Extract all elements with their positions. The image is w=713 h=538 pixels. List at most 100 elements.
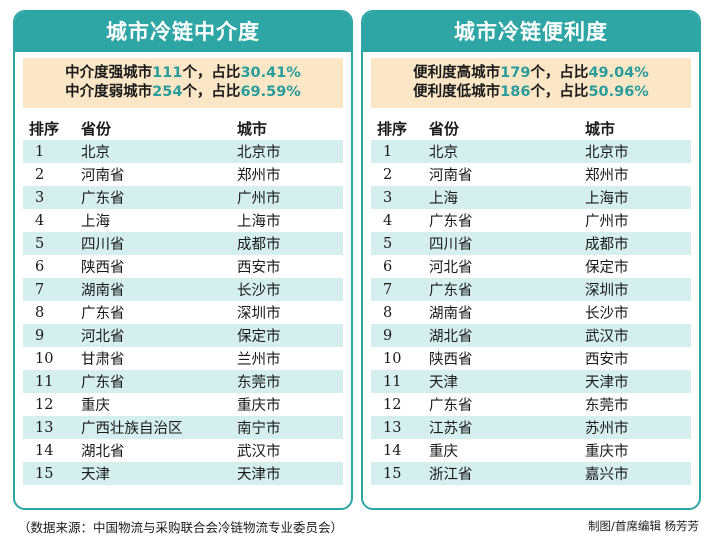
- city-cell: 广州市: [585, 214, 629, 230]
- province-cell: 广东省: [81, 306, 125, 322]
- province-cell: 湖南省: [429, 306, 473, 322]
- city-cell: 广州市: [237, 191, 281, 207]
- rank-cell: 8: [383, 304, 393, 321]
- city-cell: 上海市: [585, 191, 629, 207]
- table-row: 11 广东省 东莞市: [23, 370, 343, 393]
- rank-cell: 5: [383, 235, 393, 252]
- province-cell: 广东省: [81, 191, 125, 207]
- rank-cell: 15: [35, 465, 54, 482]
- header-city: 城市: [237, 119, 268, 138]
- city-cell: 天津市: [237, 467, 281, 483]
- table-row: 15 浙江省 嘉兴市: [371, 462, 691, 485]
- rank-cell: 6: [35, 258, 45, 275]
- rank-cell: 3: [35, 189, 45, 206]
- credit-line: 制图/首席编辑 杨芳芳: [587, 519, 699, 533]
- ranking-table: 排序 省份 城市 1 北京 北京市 2 河南省 郑州市 3 上海 上海市 4 广东省 广州市 5 四川省 成…: [371, 116, 691, 485]
- table-row: 1 北京 北京市: [23, 140, 343, 163]
- table-row: 6 陕西省 西安市: [23, 255, 343, 278]
- rank-cell: 2: [35, 166, 45, 183]
- ranking-table: 排序 省份 城市 1 北京 北京市 2 河南省 郑州市 3 广东省 广州市 4 上海 上海市 5 四川省 成…: [23, 116, 343, 485]
- province-cell: 河南省: [81, 168, 125, 184]
- summary-label: 中介度强城市: [65, 65, 153, 81]
- panel-title: 城市冷链中介度: [15, 12, 351, 52]
- city-cell: 苏州市: [585, 421, 629, 437]
- province-cell: 湖北省: [429, 329, 473, 345]
- rank-cell: 5: [35, 235, 45, 252]
- table-row: 8 湖南省 长沙市: [371, 301, 691, 324]
- city-cell: 武汉市: [237, 444, 281, 460]
- province-cell: 广东省: [429, 214, 473, 230]
- table-row: 9 湖北省 武汉市: [371, 324, 691, 347]
- rank-cell: 2: [383, 166, 393, 183]
- summary-connector: 个，占比: [182, 84, 241, 100]
- rank-cell: 15: [383, 465, 402, 482]
- rank-cell: 9: [35, 327, 45, 344]
- province-cell: 甘肃省: [81, 352, 125, 368]
- province-cell: 陕西省: [429, 352, 473, 368]
- city-cell: 郑州市: [237, 168, 281, 184]
- province-cell: 河南省: [429, 168, 473, 184]
- summary-connector: 个，占比: [530, 65, 589, 81]
- province-cell: 湖南省: [81, 283, 125, 299]
- city-cell: 嘉兴市: [585, 467, 629, 483]
- summary-line: 中介度弱城市254个，占比69.59%: [23, 83, 343, 102]
- rank-cell: 1: [383, 143, 393, 160]
- table-row: 6 河北省 保定市: [371, 255, 691, 278]
- table-header: 排序 省份 城市: [371, 116, 691, 140]
- province-cell: 广西壮族自治区: [81, 421, 183, 437]
- city-cell: 保定市: [585, 260, 629, 276]
- province-cell: 河北省: [81, 329, 125, 345]
- city-cell: 北京市: [237, 145, 281, 161]
- table-row: 12 广东省 东莞市: [371, 393, 691, 416]
- rank-cell: 12: [383, 396, 402, 413]
- intermediary-panel: 城市冷链中介度 中介度强城市111个，占比30.41% 中介度弱城市254个，占…: [13, 10, 353, 510]
- city-cell: 西安市: [585, 352, 629, 368]
- province-cell: 重庆: [429, 444, 458, 460]
- header-province: 省份: [429, 119, 460, 138]
- summary-percent: 30.41%: [240, 65, 301, 81]
- province-cell: 上海: [81, 214, 110, 230]
- table-row: 14 重庆 重庆市: [371, 439, 691, 462]
- city-cell: 天津市: [585, 375, 629, 391]
- rank-cell: 13: [35, 419, 54, 436]
- rank-cell: 8: [35, 304, 45, 321]
- province-cell: 上海: [429, 191, 458, 207]
- province-cell: 重庆: [81, 398, 110, 414]
- rank-cell: 4: [35, 212, 45, 229]
- rank-cell: 7: [383, 281, 393, 298]
- table-row: 14 湖北省 武汉市: [23, 439, 343, 462]
- table-row: 7 广东省 深圳市: [371, 278, 691, 301]
- rank-cell: 1: [35, 143, 45, 160]
- city-cell: 深圳市: [585, 283, 629, 299]
- city-cell: 保定市: [237, 329, 281, 345]
- table-row: 11 天津 天津市: [371, 370, 691, 393]
- table-row: 3 上海 上海市: [371, 186, 691, 209]
- summary-percent: 50.96%: [588, 84, 649, 100]
- summary-connector: 个，占比: [182, 65, 241, 81]
- province-cell: 广东省: [429, 283, 473, 299]
- summary-count: 254: [152, 84, 183, 100]
- province-cell: 广东省: [429, 398, 473, 414]
- header-province: 省份: [81, 119, 112, 138]
- province-cell: 河北省: [429, 260, 473, 276]
- rank-cell: 10: [35, 350, 54, 367]
- city-cell: 郑州市: [585, 168, 629, 184]
- rank-cell: 3: [383, 189, 393, 206]
- city-cell: 深圳市: [237, 306, 281, 322]
- table-row: 13 广西壮族自治区 南宁市: [23, 416, 343, 439]
- table-row: 2 河南省 郑州市: [23, 163, 343, 186]
- city-cell: 成都市: [237, 237, 281, 253]
- rank-cell: 9: [383, 327, 393, 344]
- table-row: 1 北京 北京市: [371, 140, 691, 163]
- table-row: 13 江苏省 苏州市: [371, 416, 691, 439]
- rank-cell: 11: [35, 373, 54, 390]
- summary-line: 便利度低城市186个，占比50.96%: [371, 83, 691, 102]
- province-cell: 广东省: [81, 375, 125, 391]
- city-cell: 武汉市: [585, 329, 629, 345]
- province-cell: 北京: [81, 145, 110, 161]
- city-cell: 重庆市: [585, 444, 629, 460]
- convenience-panel: 城市冷链便利度 便利度高城市179个，占比49.04% 便利度低城市186个，占…: [361, 10, 701, 510]
- table-row: 4 上海 上海市: [23, 209, 343, 232]
- city-cell: 北京市: [585, 145, 629, 161]
- table-row: 4 广东省 广州市: [371, 209, 691, 232]
